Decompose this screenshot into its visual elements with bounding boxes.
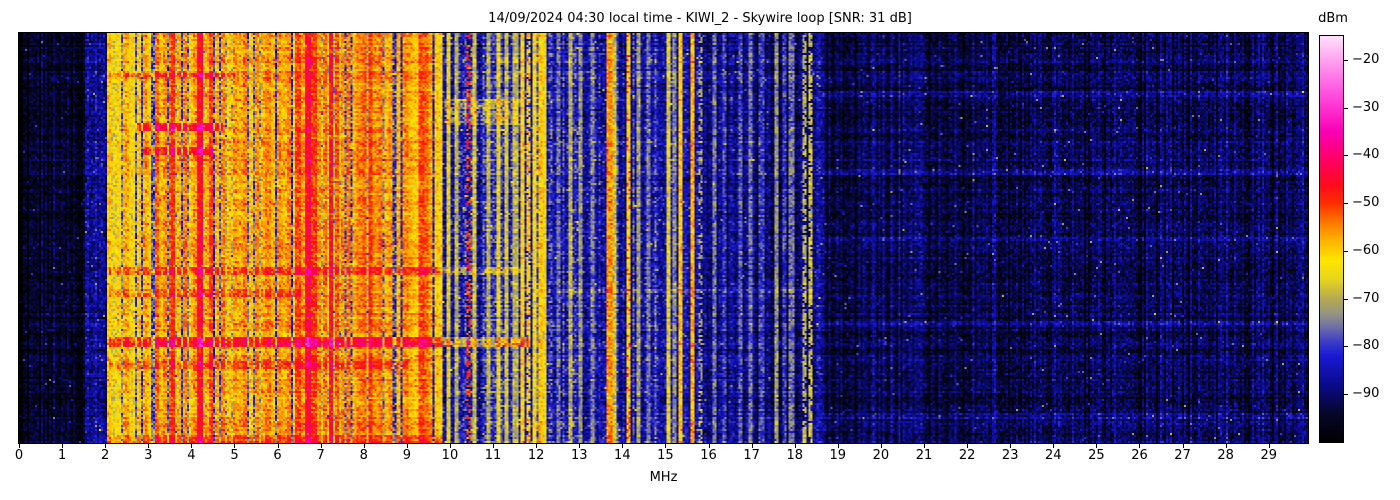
x-tick-mark (579, 444, 581, 448)
x-tick-mark (1225, 444, 1227, 448)
x-tick-mark (1053, 444, 1055, 448)
x-tick-label: 3 (144, 448, 153, 463)
colorbar-tick-mark (1344, 298, 1348, 300)
colorbar-tick-label: −30 (1352, 99, 1380, 115)
waterfall-canvas (19, 33, 1308, 443)
x-tick-label: 9 (402, 448, 411, 463)
x-tick-label: 21 (915, 448, 933, 463)
x-tick-mark (665, 444, 667, 448)
x-tick-mark (1268, 444, 1270, 448)
x-tick-label: 6 (273, 448, 282, 463)
x-tick-mark (924, 444, 925, 448)
x-tick-mark (1096, 444, 1098, 448)
x-tick-label: 24 (1045, 448, 1062, 463)
x-tick-mark (536, 444, 538, 448)
x-tick-label: 19 (829, 448, 847, 463)
x-tick-mark (708, 444, 710, 448)
x-tick-label: 0 (14, 448, 24, 463)
waterfall-plot (19, 33, 1308, 443)
x-tick-mark (493, 444, 495, 448)
x-tick-label: 11 (484, 448, 502, 463)
x-tick-label: 23 (1001, 448, 1019, 463)
x-tick-label: 15 (657, 448, 674, 463)
x-tick-mark (105, 444, 107, 448)
x-tick-label: 17 (743, 448, 760, 463)
page-title: 14/09/2024 04:30 local time - KIWI_2 - S… (488, 11, 912, 26)
x-tick-label: 14 (614, 448, 631, 463)
x-tick-mark (148, 444, 150, 448)
x-tick-mark (19, 444, 20, 448)
colorbar-tick-mark (1344, 250, 1348, 252)
colorbar-tick-label: −40 (1352, 147, 1380, 163)
x-tick-label: 28 (1217, 448, 1234, 463)
x-tick-label: 1 (57, 448, 67, 463)
colorbar (1320, 36, 1343, 442)
x-tick-label: 27 (1174, 448, 1191, 463)
colorbar-tick-label: −80 (1352, 338, 1380, 354)
x-tick-label: 7 (316, 448, 325, 463)
x-tick-label: 12 (527, 448, 545, 463)
x-tick-label: 10 (441, 448, 459, 463)
colorbar-unit-label: dBm (1318, 11, 1348, 26)
x-tick-mark (449, 444, 451, 448)
x-tick-label: 25 (1088, 448, 1105, 463)
x-tick-mark (62, 444, 64, 448)
x-tick-label: 16 (700, 448, 717, 463)
x-tick-mark (880, 444, 882, 448)
colorbar-tick-label: −60 (1352, 242, 1380, 258)
colorbar-tick-label: −20 (1352, 51, 1380, 67)
x-tick-label: 18 (786, 448, 803, 463)
x-axis-label: MHz (649, 470, 678, 485)
x-tick-label: 5 (230, 448, 239, 463)
x-tick-label: 2 (101, 448, 110, 463)
x-tick-mark (967, 444, 969, 448)
x-tick-label: 13 (570, 448, 588, 463)
colorbar-tick-mark (1344, 155, 1348, 157)
colorbar-tick-mark (1344, 394, 1348, 396)
x-tick-mark (320, 444, 322, 448)
colorbar-tick-mark (1344, 346, 1348, 348)
x-tick-mark (794, 444, 796, 448)
colorbar-tick-label: −90 (1352, 386, 1380, 402)
colorbar-tick-mark (1344, 107, 1348, 109)
x-tick-mark (277, 444, 279, 448)
x-tick-mark (363, 444, 365, 448)
x-tick-mark (191, 444, 193, 448)
x-tick-label: 22 (958, 448, 976, 463)
x-tick-mark (837, 444, 839, 448)
x-tick-mark (1139, 444, 1141, 448)
x-tick-mark (234, 444, 236, 448)
x-tick-label: 29 (1260, 448, 1278, 463)
x-tick-mark (1010, 444, 1012, 448)
colorbar-tick-label: −70 (1352, 290, 1380, 306)
x-tick-mark (406, 444, 408, 448)
x-tick-label: 4 (187, 448, 196, 463)
x-tick-label: 8 (359, 448, 368, 463)
x-tick-mark (751, 444, 753, 448)
x-tick-label: 26 (1131, 448, 1148, 463)
x-tick-label: 20 (872, 448, 890, 463)
colorbar-tick-mark (1344, 203, 1348, 205)
colorbar-tick-mark (1344, 59, 1348, 61)
x-tick-mark (622, 444, 624, 448)
x-tick-mark (1182, 444, 1184, 448)
colorbar-tick-label: −50 (1352, 195, 1380, 211)
